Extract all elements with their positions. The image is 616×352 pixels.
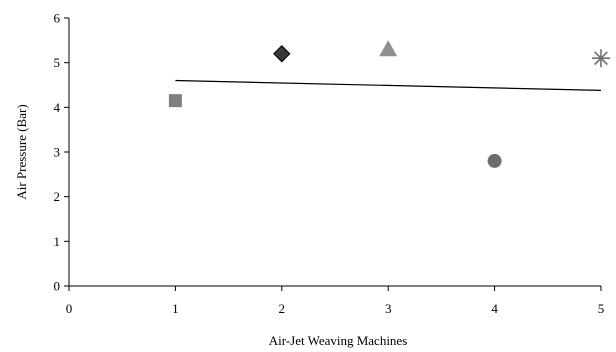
trendline — [175, 79, 602, 91]
y-tick-label: 0 — [54, 279, 61, 294]
y-tick-label: 4 — [54, 100, 61, 115]
x-tick-label: 3 — [385, 301, 392, 316]
x-tick-label: 5 — [598, 301, 605, 316]
point-asterisk — [592, 49, 610, 68]
x-axis-ticks: 0 1 2 3 4 5 — [66, 286, 605, 316]
x-tick-label: 0 — [66, 301, 73, 316]
x-axis-title: Air-Jet Weaving Machines — [269, 333, 408, 348]
y-axis-ticks: 0 1 2 3 4 5 6 — [54, 11, 69, 294]
y-tick-label: 2 — [54, 189, 61, 204]
x-tick-label: 4 — [491, 301, 498, 316]
asterisk-stroke — [594, 51, 608, 66]
y-tick-label: 1 — [54, 234, 61, 249]
x-tick-label: 1 — [172, 301, 179, 316]
y-tick-label: 6 — [54, 11, 61, 26]
y-tick-label: 3 — [54, 145, 61, 160]
y-axis-title: Air Pressure (Bar) — [14, 104, 29, 199]
y-tick-label: 5 — [54, 55, 61, 70]
x-tick-label: 2 — [279, 301, 286, 316]
point-triangle — [379, 40, 398, 57]
point-square — [168, 94, 182, 108]
point-diamond — [273, 45, 291, 63]
point-circle — [487, 153, 502, 168]
data-points — [168, 40, 610, 168]
